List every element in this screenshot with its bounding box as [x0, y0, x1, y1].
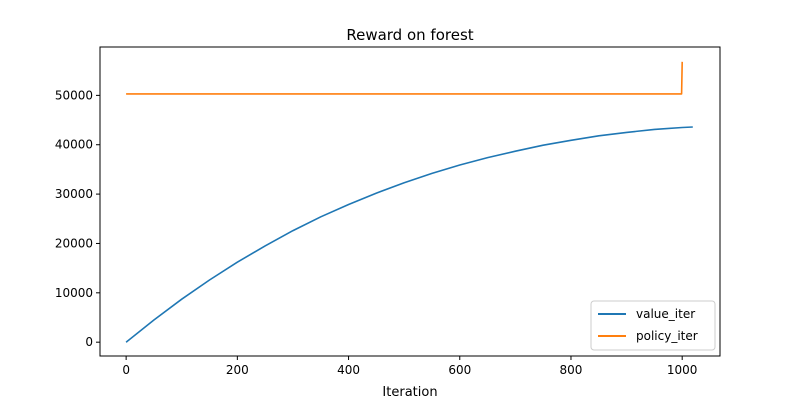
series-line-value-iter: [125, 126, 693, 343]
series-line-policy-iter: [126, 61, 683, 95]
y-tick-label: 0: [85, 335, 93, 349]
y-tick-label: 20000: [55, 236, 93, 250]
x-tick-label: 800: [560, 363, 583, 377]
x-axis-label: Iteration: [382, 385, 437, 400]
y-tick-label: 10000: [55, 286, 93, 300]
x-tick-label: 600: [448, 363, 471, 377]
y-tick-label: 40000: [55, 138, 93, 152]
y-tick-label: 30000: [55, 187, 93, 201]
legend-label-policy-iter: policy_iter: [636, 329, 698, 343]
ticks-layer: 0 200 400 600 800 100001000020000300004000050…: [55, 88, 698, 377]
legend: value_iter policy_iter: [590, 300, 716, 351]
series-layer: [125, 61, 693, 343]
x-tick-label: 200: [226, 363, 249, 377]
x-tick-label: 400: [337, 363, 360, 377]
y-tick-label: 50000: [55, 88, 93, 102]
x-tick-label: 1000: [667, 363, 698, 377]
chart-title: Reward on forest: [346, 26, 473, 44]
plot-frame: [99, 46, 721, 357]
legend-label-value-iter: value_iter: [636, 307, 695, 321]
x-tick-label: 0: [122, 363, 130, 377]
